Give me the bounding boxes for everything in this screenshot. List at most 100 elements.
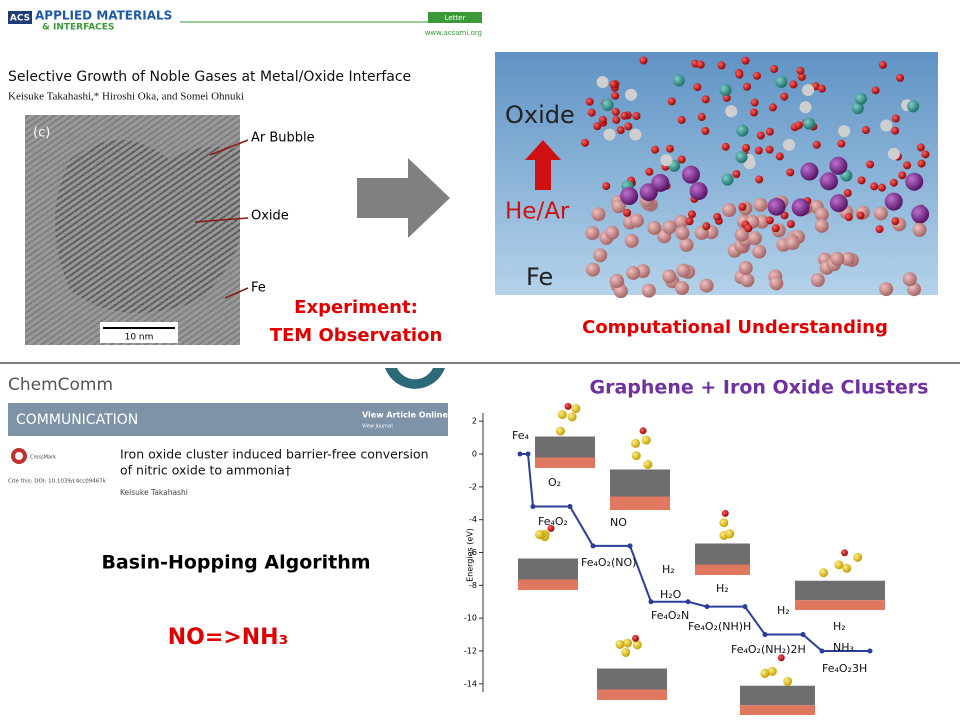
- ar-atom: [800, 162, 819, 181]
- o-atom: [721, 142, 730, 151]
- fe-atom: [873, 206, 888, 221]
- crossmark-icon: [15, 452, 23, 460]
- ti-atom: [775, 75, 788, 88]
- o-atom: [812, 140, 821, 149]
- graphene: [740, 685, 815, 706]
- acs-logo-box: [8, 11, 32, 24]
- o-atom: [732, 169, 741, 178]
- fe-atom: [769, 276, 784, 291]
- chart-title: Graphene + Iron Oxide Clusters: [590, 377, 929, 399]
- cluster-atom: [719, 518, 729, 528]
- o-atom: [722, 93, 731, 102]
- o-atom: [921, 150, 930, 159]
- cluster-atom: [547, 524, 555, 532]
- fe-atom: [830, 251, 845, 266]
- article-type: Letter: [445, 14, 466, 22]
- graphene: [597, 668, 667, 690]
- o-atom: [765, 216, 774, 225]
- o-atom: [878, 60, 887, 69]
- cluster-atom: [842, 563, 852, 573]
- o-atom: [609, 80, 618, 89]
- journal: ChemComm: [8, 375, 113, 395]
- y-tick-label: -12: [464, 646, 477, 655]
- ar-atom: [829, 194, 848, 213]
- level-dot: [648, 599, 654, 605]
- ti-atom: [629, 128, 642, 141]
- cite: Cite this: DOI: 10.1039/c4cc09467k: [8, 479, 107, 485]
- ti-atom: [603, 128, 616, 141]
- tem-background: [25, 115, 240, 345]
- fe-atom: [609, 274, 624, 289]
- o-atom: [861, 126, 870, 135]
- step-label: Fe₄O₂3H: [822, 662, 867, 675]
- step-label: Fe₄O₂N: [651, 609, 689, 622]
- reaction: NO=>NH₃: [168, 625, 288, 650]
- structures: [518, 402, 885, 715]
- arrow: [357, 158, 450, 238]
- acs-logo: ACS: [10, 14, 30, 24]
- o-atom: [917, 159, 926, 168]
- cluster-atom: [567, 412, 577, 422]
- fe-atom: [624, 233, 639, 248]
- cluster-atom: [535, 530, 545, 540]
- o-atom: [871, 86, 880, 95]
- view-online[interactable]: View Article Online: [362, 411, 448, 420]
- o-atom: [870, 182, 879, 191]
- fe-atom: [662, 269, 677, 284]
- fe-atom: [814, 218, 829, 233]
- o-atom: [741, 56, 750, 65]
- y-axis-label: Energies (eV): [466, 528, 475, 582]
- graphene: [695, 543, 750, 565]
- cluster-atom: [555, 426, 565, 436]
- o-atom: [916, 143, 925, 152]
- o-atom: [891, 114, 900, 123]
- o-atom: [738, 202, 747, 211]
- o-atom: [857, 176, 866, 185]
- o-atom: [639, 56, 648, 65]
- ar-atom: [689, 182, 708, 201]
- level-dot: [704, 604, 710, 610]
- label-fe: Fe: [526, 263, 553, 291]
- ti-atom: [854, 92, 867, 105]
- letter-box: [428, 12, 482, 23]
- view-journal[interactable]: View Journal: [362, 424, 393, 430]
- o-atom: [717, 61, 726, 70]
- method: Basin-Hopping Algorithm: [101, 552, 370, 574]
- ti-atom: [907, 100, 920, 113]
- o-atom: [794, 121, 803, 130]
- fe-atom: [626, 265, 641, 280]
- ar-atom: [819, 172, 838, 191]
- o-atom: [844, 213, 853, 222]
- fe-atom: [740, 273, 755, 288]
- cluster-atom: [767, 666, 777, 676]
- step-label: H₂: [833, 620, 846, 633]
- cluster-atom: [615, 639, 625, 649]
- fe-atom: [585, 226, 600, 241]
- o-atom: [742, 143, 751, 152]
- o-atom: [786, 220, 795, 229]
- step-label: H₂O: [660, 588, 682, 601]
- cluster-atom: [641, 435, 651, 445]
- ti-atom: [625, 88, 638, 101]
- y-tick-label: -6: [469, 548, 477, 557]
- connector: [802, 633, 823, 652]
- o-atom: [735, 70, 744, 79]
- cluster-atom: [721, 509, 729, 517]
- fe-atom: [593, 248, 608, 263]
- caption: Computational Understanding: [582, 317, 888, 338]
- ti-atom: [880, 119, 893, 132]
- o-atom: [701, 95, 710, 104]
- o-atom: [623, 208, 632, 217]
- cluster-atom: [621, 647, 631, 657]
- o-atom: [756, 131, 765, 140]
- fe-atom: [902, 272, 917, 287]
- cluster-atom: [631, 438, 641, 448]
- ti-atom: [672, 74, 685, 87]
- o-atom: [755, 175, 764, 184]
- o-atom: [765, 145, 774, 154]
- crossmark: CrossMark: [30, 455, 56, 461]
- o-atom: [611, 107, 620, 116]
- ti-atom: [783, 138, 796, 151]
- substrate: [535, 457, 595, 468]
